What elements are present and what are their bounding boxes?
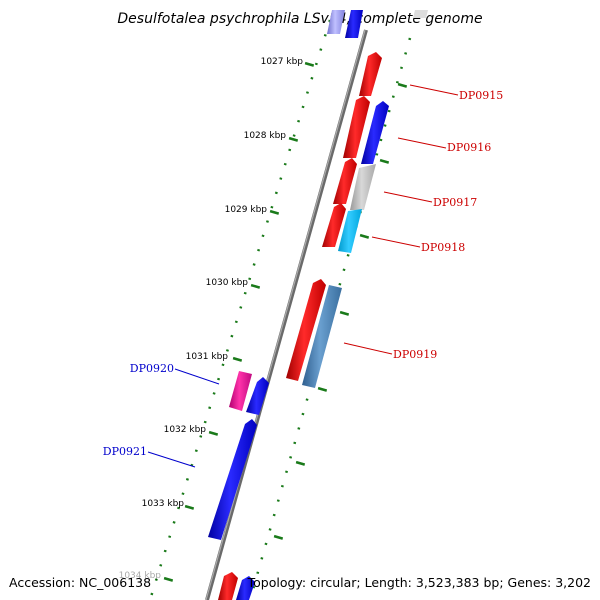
scale-label: 1029 kbp <box>225 205 268 215</box>
gene-label-dp0916[interactable]: DP0916 <box>447 141 491 154</box>
feature-dp0917-red <box>333 158 357 204</box>
gene-label-dp0917[interactable]: DP0917 <box>433 196 477 209</box>
gene-label-dp0921[interactable]: DP0921 <box>103 445 147 458</box>
backbone-highlight <box>205 29 366 600</box>
scale-label: 1033 kbp <box>142 499 185 509</box>
left-scale-dots <box>148 19 332 600</box>
scale-label: 1030 kbp <box>206 278 249 288</box>
scale-ticks <box>163 61 408 582</box>
gene-leader-lines <box>147 84 459 468</box>
feature-top-partial <box>327 10 428 38</box>
scale-label: 1031 kbp <box>186 352 229 362</box>
scale-label: 1034 kbp <box>119 571 162 581</box>
feature-dp0919-steel <box>302 285 342 388</box>
backbone-line <box>205 29 368 600</box>
feature-dp0918-red <box>322 203 346 247</box>
feature-dp0916-blue <box>361 101 389 164</box>
gene-label-dp0920[interactable]: DP0920 <box>130 362 174 375</box>
scale-label: 1028 kbp <box>244 131 287 141</box>
feature-dp0919-red <box>286 279 326 381</box>
feature-dp0921 <box>208 419 257 540</box>
feature-dp0916-red <box>343 96 370 158</box>
feature-dp0917-grey <box>350 164 376 210</box>
feature-dp0920-blue <box>246 377 269 415</box>
gene-label-dp0915[interactable]: DP0915 <box>459 89 503 102</box>
feature-dp0918-cyan <box>338 209 362 253</box>
scale-labels: 1027 kbp 1028 kbp 1029 kbp 1030 kbp 1031… <box>119 57 304 581</box>
gene-label-dp0919[interactable]: DP0919 <box>393 348 437 361</box>
accession-text: Accession: NC_006138 <box>9 575 151 590</box>
feature-dp0915 <box>359 52 382 96</box>
gene-labels: DP0915 DP0916 DP0917 DP0918 DP0919 DP092… <box>103 89 503 458</box>
scale-label: 1027 kbp <box>261 57 304 67</box>
topology-text: Topology: circular; Length: 3,523,383 bp… <box>247 575 591 590</box>
gene-label-dp0918[interactable]: DP0918 <box>421 241 465 254</box>
feature-bottom-partial <box>218 572 255 600</box>
map-title: Desulfotalea psychrophila LSv54, complet… <box>117 11 482 27</box>
scale-label: 1032 kbp <box>164 425 207 435</box>
feature-dp0920-magenta <box>229 371 252 411</box>
